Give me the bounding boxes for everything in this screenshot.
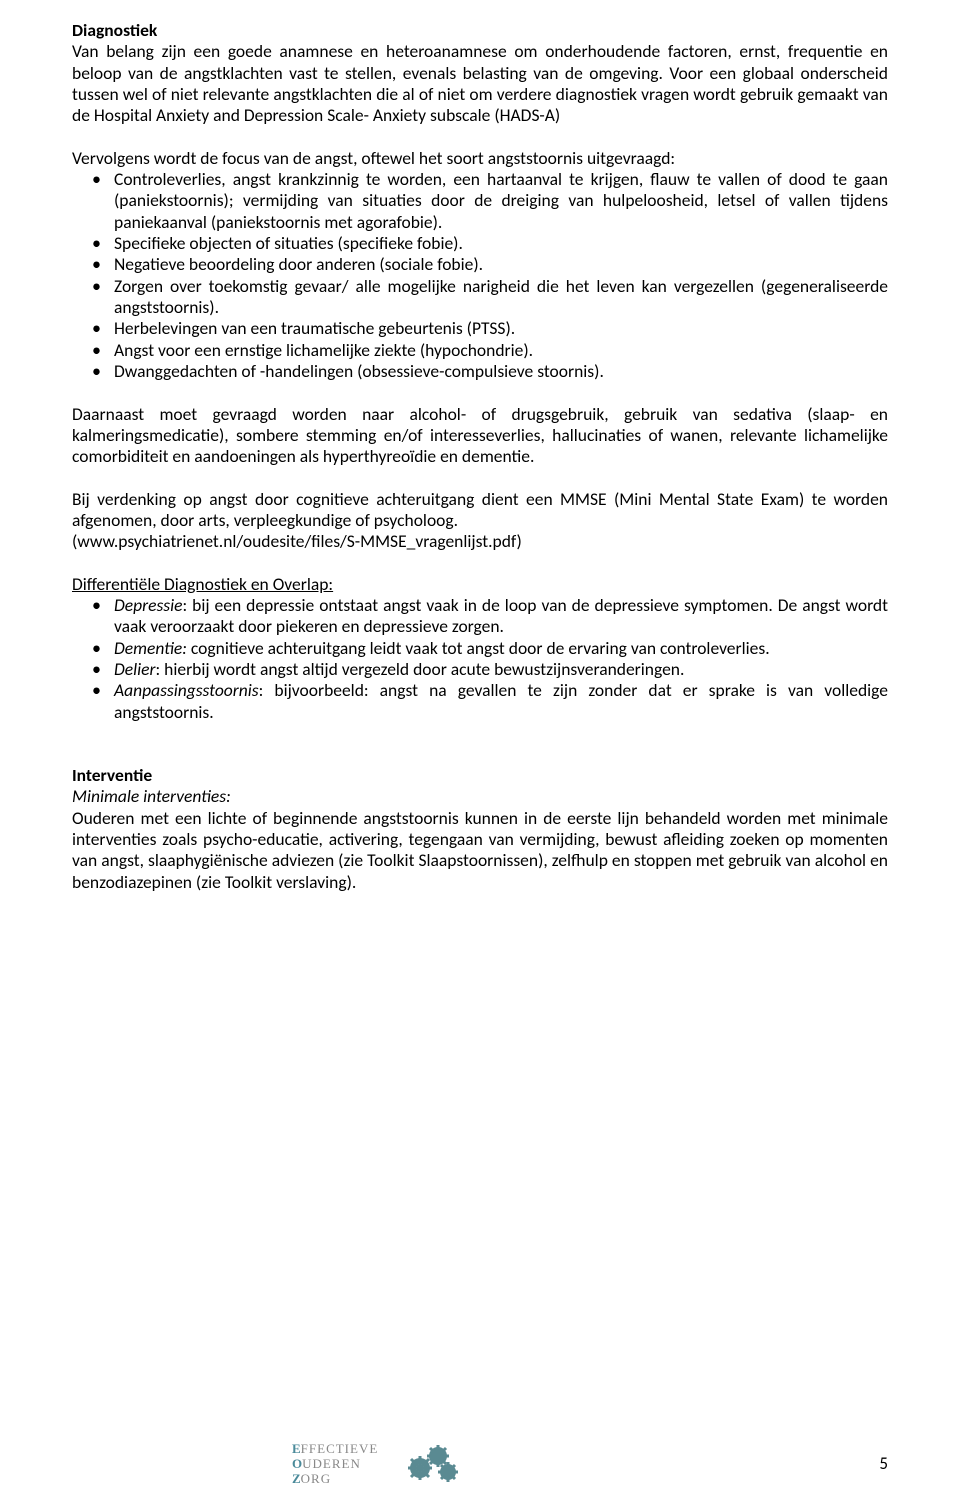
paragraph: Van belang zijn een goede anamnese en he… bbox=[72, 41, 888, 126]
gears-icon bbox=[406, 1442, 462, 1487]
paragraph: Bij verdenking op angst door cognitieve … bbox=[72, 489, 888, 532]
logo-word: FFECTIEVE bbox=[301, 1441, 379, 1456]
term-text: : bij een depressie ontstaat angst vaak … bbox=[114, 594, 888, 637]
list-item: Aanpassingsstoornis: bijvoorbeeld: angst… bbox=[114, 680, 888, 723]
logo-letter: E bbox=[292, 1441, 301, 1456]
list-item: Delier: hierbij wordt angst altijd verge… bbox=[114, 659, 888, 680]
footer-logo: EFFECTIEVE OUDEREN ZORG bbox=[292, 1442, 462, 1487]
term-text: cognitieve achteruitgang leidt vaak tot … bbox=[187, 637, 770, 659]
logo-letter: Z bbox=[292, 1471, 301, 1486]
paragraph: Ouderen met een lichte of beginnende ang… bbox=[72, 808, 888, 893]
list-item: Herbelevingen van een traumatische gebeu… bbox=[114, 318, 888, 339]
heading-diagnostiek: Diagnostiek bbox=[72, 20, 888, 41]
list-item: Zorgen over toekomstig gevaar/ alle moge… bbox=[114, 276, 888, 319]
bullet-list: Depressie: bij een depressie ontstaat an… bbox=[72, 595, 888, 723]
list-item: Specifieke objecten of situaties (specif… bbox=[114, 233, 888, 254]
document-page: Diagnostiek Van belang zijn een goede an… bbox=[0, 0, 960, 1499]
logo-letter: O bbox=[292, 1456, 302, 1471]
term: Dementie: bbox=[114, 637, 187, 659]
term: Delier bbox=[114, 658, 156, 680]
list-item: Angst voor een ernstige lichamelijke zie… bbox=[114, 340, 888, 361]
list-item: Negatieve beoordeling door anderen (soci… bbox=[114, 254, 888, 275]
list-item: Dwanggedachten of -handelingen (obsessie… bbox=[114, 361, 888, 382]
bullet-list: Controleverlies, angst krankzinnig te wo… bbox=[72, 169, 888, 382]
list-item: Controleverlies, angst krankzinnig te wo… bbox=[114, 169, 888, 233]
term: Aanpassingsstoornis bbox=[114, 679, 259, 701]
term: Depressie bbox=[114, 594, 182, 616]
logo-word: ORG bbox=[301, 1471, 331, 1486]
page-number: 5 bbox=[879, 1454, 888, 1475]
list-item: Dementie: cognitieve achteruitgang leidt… bbox=[114, 638, 888, 659]
subheading-minimale: Minimale interventies: bbox=[72, 786, 888, 807]
logo-text: EFFECTIEVE OUDEREN ZORG bbox=[292, 1442, 378, 1487]
paragraph: Vervolgens wordt de focus van de angst, … bbox=[72, 148, 888, 169]
logo-word: UDEREN bbox=[302, 1456, 361, 1471]
list-item: Depressie: bij een depressie ontstaat an… bbox=[114, 595, 888, 638]
paragraph-url: (www.psychiatrienet.nl/oudesite/files/S-… bbox=[72, 531, 888, 552]
paragraph: Daarnaast moet gevraagd worden naar alco… bbox=[72, 404, 888, 468]
heading-interventie: Interventie bbox=[72, 765, 888, 786]
term-text: : hierbij wordt angst altijd vergezeld d… bbox=[156, 658, 685, 680]
page-footer: EFFECTIEVE OUDEREN ZORG bbox=[72, 1442, 888, 1487]
heading-differential: Differentiële Diagnostiek en Overlap: bbox=[72, 574, 888, 595]
